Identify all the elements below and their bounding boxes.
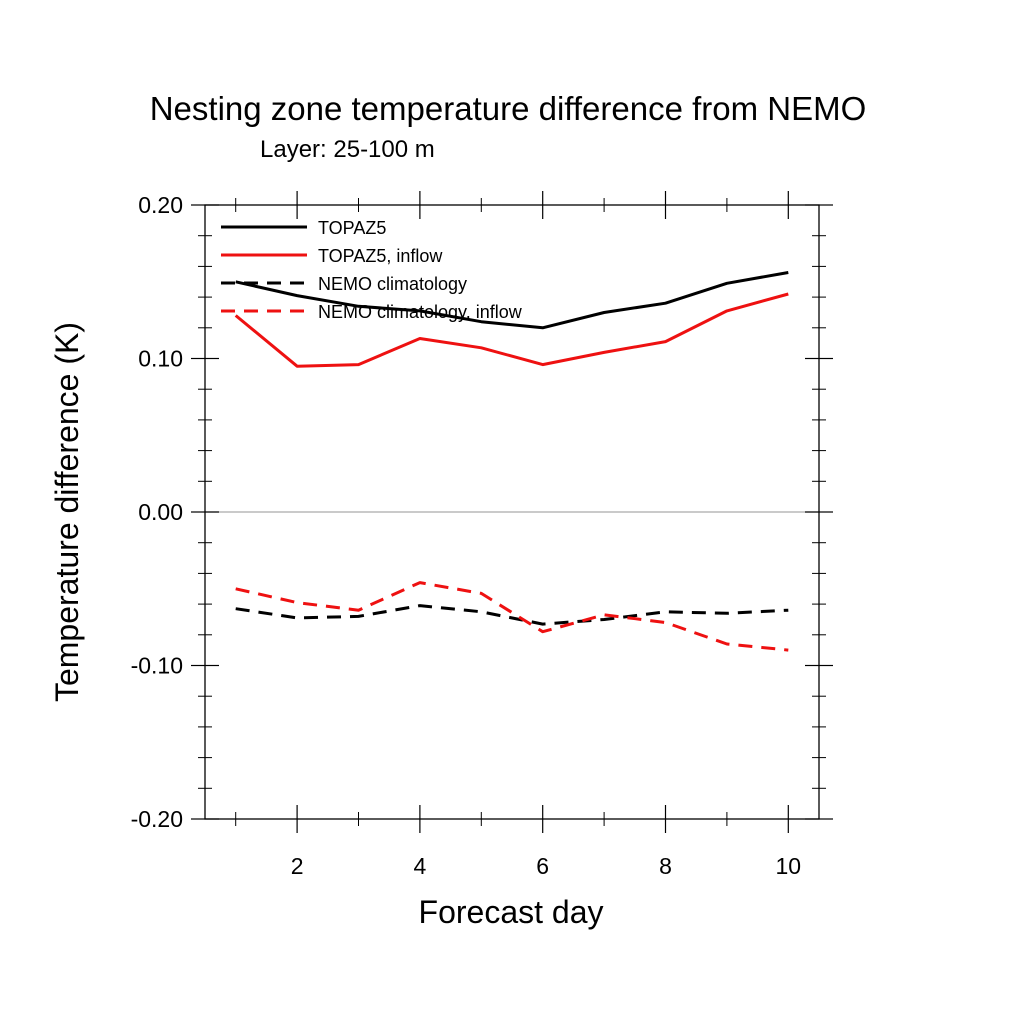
chart-subtitle: Layer: 25-100 m — [260, 136, 435, 163]
x-axis-label: Forecast day — [419, 894, 604, 930]
y-tick-label: 0.20 — [138, 192, 183, 218]
legend-label: TOPAZ5 — [318, 218, 386, 238]
y-tick-label: -0.20 — [131, 806, 183, 832]
legend-label: NEMO climatology — [318, 274, 467, 294]
x-tick-label: 4 — [414, 853, 427, 879]
x-tick-label: 2 — [291, 853, 304, 879]
y-tick-label: 0.00 — [138, 499, 183, 525]
legend-label: NEMO climatology, inflow — [318, 302, 523, 322]
series-line-3 — [235, 604, 789, 626]
x-tick-label: 6 — [536, 853, 549, 879]
y-axis-label: Temperature difference (K) — [49, 322, 85, 702]
series-line-2 — [234, 292, 789, 368]
series-line-4 — [235, 581, 789, 652]
y-tick-label: -0.10 — [131, 653, 183, 679]
series-line-1 — [235, 271, 789, 330]
x-tick-label: 10 — [776, 853, 802, 879]
x-tick-label: 8 — [659, 853, 672, 879]
legend-label: TOPAZ5, inflow — [318, 246, 443, 266]
chart-title: Nesting zone temperature difference from… — [149, 90, 867, 127]
legend: TOPAZ5 TOPAZ5, inflow NEMO climatology NEMO… — [221, 218, 523, 322]
y-tick-label: 0.10 — [138, 346, 183, 372]
